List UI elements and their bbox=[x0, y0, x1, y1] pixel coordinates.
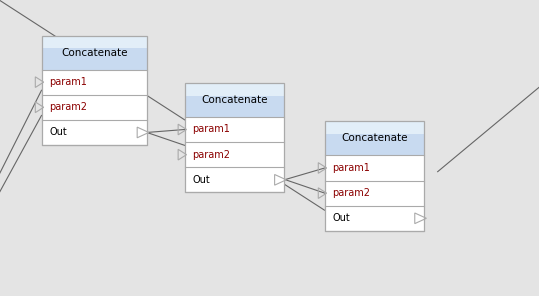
Text: param1: param1 bbox=[192, 125, 230, 134]
Text: Out: Out bbox=[49, 128, 67, 137]
Bar bbox=[324, 155, 424, 181]
Bar bbox=[184, 167, 285, 192]
Text: param2: param2 bbox=[192, 150, 230, 160]
Bar bbox=[324, 181, 424, 206]
Text: param1: param1 bbox=[49, 77, 87, 87]
Bar bbox=[42, 36, 147, 145]
Bar bbox=[324, 206, 424, 231]
Bar bbox=[42, 70, 147, 95]
Bar bbox=[42, 95, 147, 120]
Bar bbox=[324, 121, 424, 155]
Bar bbox=[42, 36, 147, 70]
Bar bbox=[324, 121, 424, 231]
Bar bbox=[324, 121, 424, 134]
Text: Concatenate: Concatenate bbox=[201, 95, 268, 105]
Text: Out: Out bbox=[332, 213, 350, 223]
Bar bbox=[184, 83, 285, 117]
Text: param2: param2 bbox=[332, 188, 370, 198]
Text: param2: param2 bbox=[49, 102, 87, 112]
Bar bbox=[184, 83, 285, 96]
Text: Concatenate: Concatenate bbox=[341, 133, 408, 143]
Bar bbox=[184, 83, 285, 192]
Text: param1: param1 bbox=[332, 163, 370, 173]
Bar bbox=[184, 117, 285, 142]
Bar bbox=[42, 120, 147, 145]
Bar bbox=[42, 36, 147, 49]
Text: Out: Out bbox=[192, 175, 210, 185]
Text: Concatenate: Concatenate bbox=[61, 48, 128, 57]
Bar bbox=[184, 142, 285, 167]
